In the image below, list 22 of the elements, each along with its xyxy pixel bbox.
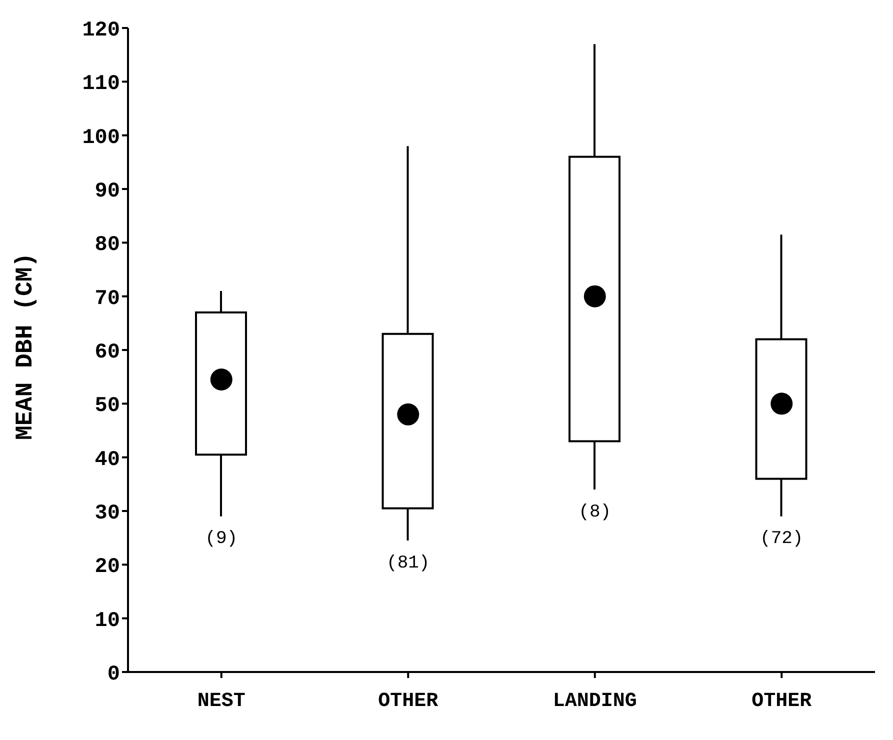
- y-tick-label: 60: [94, 341, 120, 364]
- x-tick-label: OTHER: [378, 690, 438, 714]
- y-tick-label: 80: [94, 234, 120, 258]
- x-tick-label: NEST: [197, 690, 246, 714]
- y-tick-label: 10: [94, 610, 120, 633]
- y-tick-label: 120: [82, 19, 120, 42]
- y-tick-label: 0: [107, 663, 120, 686]
- y-axis-title: MEAN DBH (CM): [12, 252, 40, 440]
- y-tick-label: 70: [94, 288, 120, 311]
- y-tick-label: 30: [94, 502, 120, 526]
- y-tick-label: 50: [94, 395, 120, 418]
- y-tick-label: 110: [82, 73, 120, 96]
- y-tick-label: 90: [94, 180, 120, 204]
- annotation: (81): [386, 553, 430, 574]
- annotation: (8): [578, 502, 612, 522]
- y-tick-label: 40: [94, 448, 120, 472]
- annotation: (9): [205, 529, 238, 550]
- x-tick-label: LANDING: [552, 690, 637, 714]
- y-tick-label: 20: [94, 556, 120, 580]
- x-tick-label: OTHER: [752, 690, 812, 714]
- y-tick-label: 100: [82, 126, 120, 150]
- annotation: (72): [760, 529, 804, 550]
